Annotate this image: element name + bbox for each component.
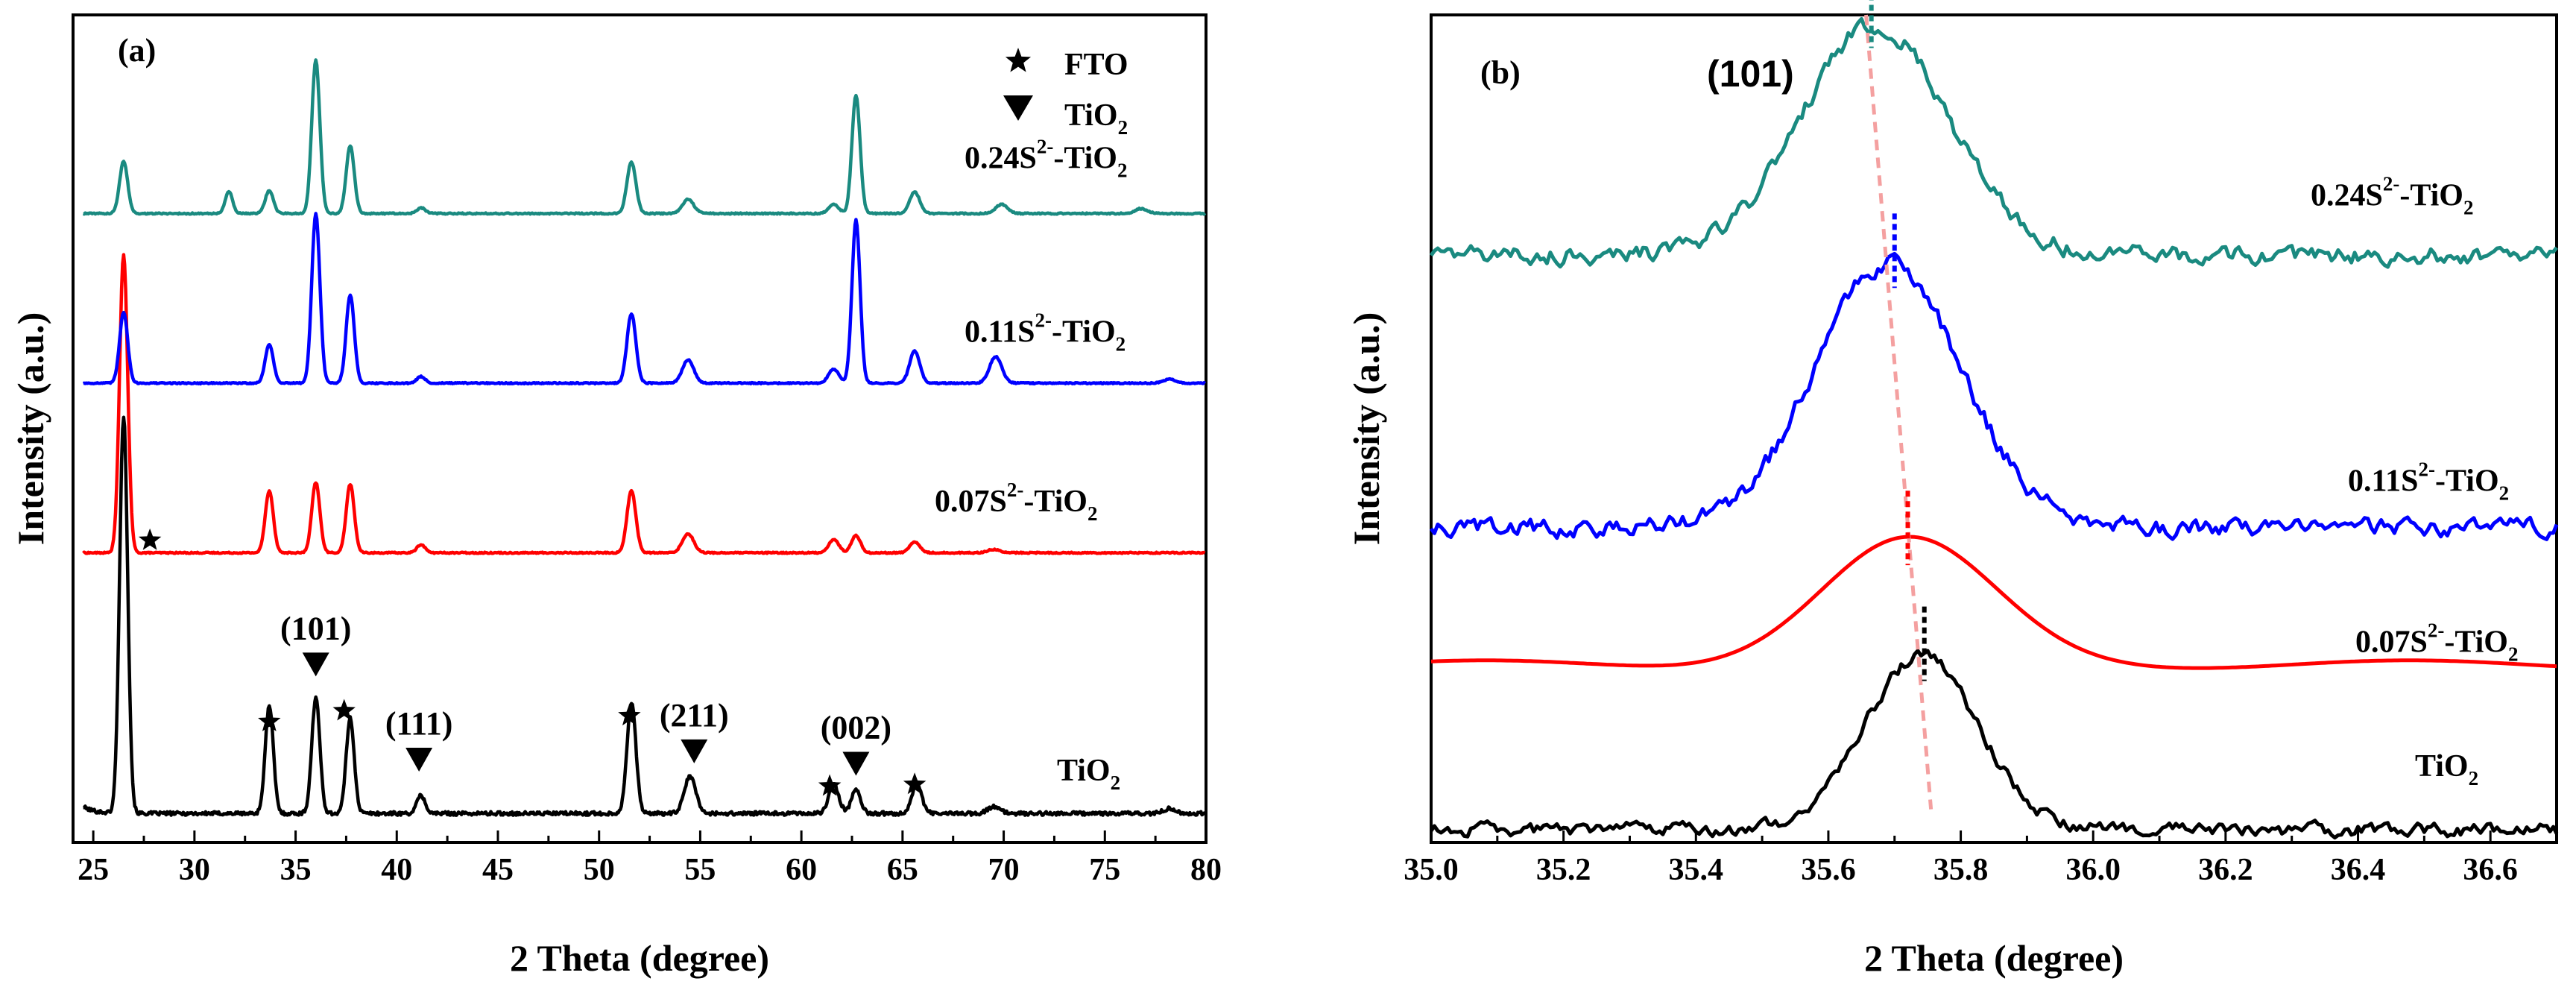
- hkl-peak-label: (111): [385, 705, 452, 742]
- panel-b-shift-markers: [1864, 0, 1933, 810]
- panel-a-series-label: TiO2: [1057, 754, 1120, 794]
- panel-a-plot-frame: [72, 13, 1208, 844]
- panel-b-x-tick-label: 36.6: [2463, 853, 2518, 887]
- panel-a-label: (a): [118, 32, 156, 69]
- hkl-peak-label: (101): [280, 610, 351, 646]
- panel-a-x-tick-label: 30: [179, 853, 210, 887]
- panel-a-x-tick-label: 80: [1190, 853, 1222, 887]
- fto-star-icon: [332, 699, 356, 721]
- panel-a-xrd-full-range: 25 30 35 40 45 50 55 60 65 70 75 80 (101) (111) (211)…: [10, 13, 1222, 979]
- tio2-triangle-icon: [842, 751, 870, 776]
- panel-a-series-label: 0.11S2--TiO2: [965, 309, 1126, 355]
- panel-b-x-tick-label: 36.2: [2198, 853, 2253, 887]
- panel-b-series-line: [1430, 535, 2557, 670]
- legend-tio2-triangle-icon: [1003, 95, 1033, 121]
- legend-fto-star-icon: [1005, 48, 1032, 72]
- panel-b-x-tick-label: 35.2: [1536, 853, 1591, 887]
- legend-star-shape: [1005, 48, 1032, 72]
- panel-a-x-tick-label: 70: [988, 853, 1020, 887]
- panel-a-series-group: [82, 58, 1207, 817]
- tio2-triangle-icon: [681, 739, 708, 763]
- panel-b-series-line: [1429, 16, 2558, 269]
- panel-a-x-tick-label: 75: [1089, 853, 1120, 887]
- tio2-triangle-icon: [405, 748, 433, 772]
- panel-b-label: (b): [1480, 54, 1521, 91]
- panel-b-series-label: TiO2: [2415, 749, 2478, 789]
- panel-a-y-axis-title: Intensity (a.u.): [10, 312, 51, 546]
- panel-b-x-tick-label: 36.0: [2065, 853, 2121, 887]
- panel-a-series-line: [82, 253, 1206, 555]
- panel-a-series-labels: TiO2 0.07S2--TiO2 0.11S2--TiO2 0.24S2--TiO2: [935, 135, 1127, 793]
- panel-a-series-label: 0.07S2--TiO2: [935, 479, 1097, 525]
- panel-a-series-line: [82, 415, 1206, 817]
- legend-fto-label: FTO: [1064, 48, 1128, 82]
- fto-star-icon: [818, 774, 842, 796]
- panel-a-x-tick-label: 45: [482, 853, 514, 887]
- panel-b-series-label: 0.11S2--TiO2: [2348, 458, 2509, 504]
- legend-tio2-label: TiO2: [1064, 98, 1128, 139]
- panel-a-x-tick-label: 25: [78, 853, 109, 887]
- panel-a-series-line: [82, 212, 1207, 386]
- tio2-triangle-icon: [302, 652, 329, 677]
- panel-a-x-tick-label: 65: [887, 853, 918, 887]
- peak-shift-trend-line: [1864, 14, 1933, 810]
- panel-b-series-line: [1429, 649, 2559, 840]
- panel-a-x-ticks: 25 30 35 40 45 50 55 60 65 70 75 80: [78, 830, 1222, 887]
- panel-b-x-tick-label: 36.4: [2331, 853, 2386, 887]
- panel-b-x-tick-label: 35.8: [1933, 853, 1989, 887]
- panel-a-series-line: [82, 58, 1207, 216]
- panel-a-x-tick-label: 50: [584, 853, 615, 887]
- panel-a-x-tick-label: 55: [684, 853, 716, 887]
- panel-a-x-axis-title: 2 Theta (degree): [510, 937, 769, 979]
- hkl-peak-label: (211): [660, 697, 729, 734]
- panel-b-series-labels: TiO2 0.07S2--TiO2 0.11S2--TiO2 0.24S2--TiO2: [2311, 172, 2518, 789]
- panel-b-series-group: [1429, 16, 2559, 840]
- panel-b-plot-frame: [1430, 13, 2558, 844]
- panel-a-x-tick-label: 35: [280, 853, 312, 887]
- panel-b-y-axis-title: Intensity (a.u.): [1345, 312, 1387, 546]
- panel-b-series-label: 0.24S2--TiO2: [2311, 172, 2473, 218]
- hkl-peak-label: (002): [821, 710, 891, 746]
- panel-a-x-tick-label: 60: [786, 853, 817, 887]
- fto-star-icon: [903, 772, 926, 795]
- panel-b-xrd-101-zoom: 35.0 35.2 35.4 35.6 35.8 36.0 36.2 36.4 36.6 TiO…: [1345, 0, 2559, 979]
- panel-b-x-ticks: 35.0 35.2 35.4 35.6 35.8 36.0 36.2 36.4 36.6: [1404, 830, 2558, 887]
- panel-a-x-tick-label: 40: [381, 853, 412, 887]
- fto-star-icon: [258, 709, 281, 731]
- panel-b-series-line: [1429, 251, 2559, 541]
- panel-a-peak-markers: (101) (111) (211) (002): [138, 528, 926, 796]
- fto-star-icon: [138, 528, 162, 550]
- panel-b-x-tick-label: 35.6: [1801, 853, 1856, 887]
- panel-b-x-axis-title: 2 Theta (degree): [1864, 937, 2124, 979]
- panel-b-101-annotation: (101): [1707, 53, 1794, 95]
- panel-b-series-label: 0.07S2--TiO2: [2355, 620, 2518, 666]
- panel-a-series-label: 0.24S2--TiO2: [965, 135, 1127, 181]
- panel-a-legend: FTO TiO2: [1003, 48, 1128, 139]
- panel-b-x-tick-label: 35.0: [1404, 853, 1459, 887]
- fto-star-icon: [618, 704, 641, 726]
- panel-b-x-tick-label: 35.4: [1669, 853, 1724, 887]
